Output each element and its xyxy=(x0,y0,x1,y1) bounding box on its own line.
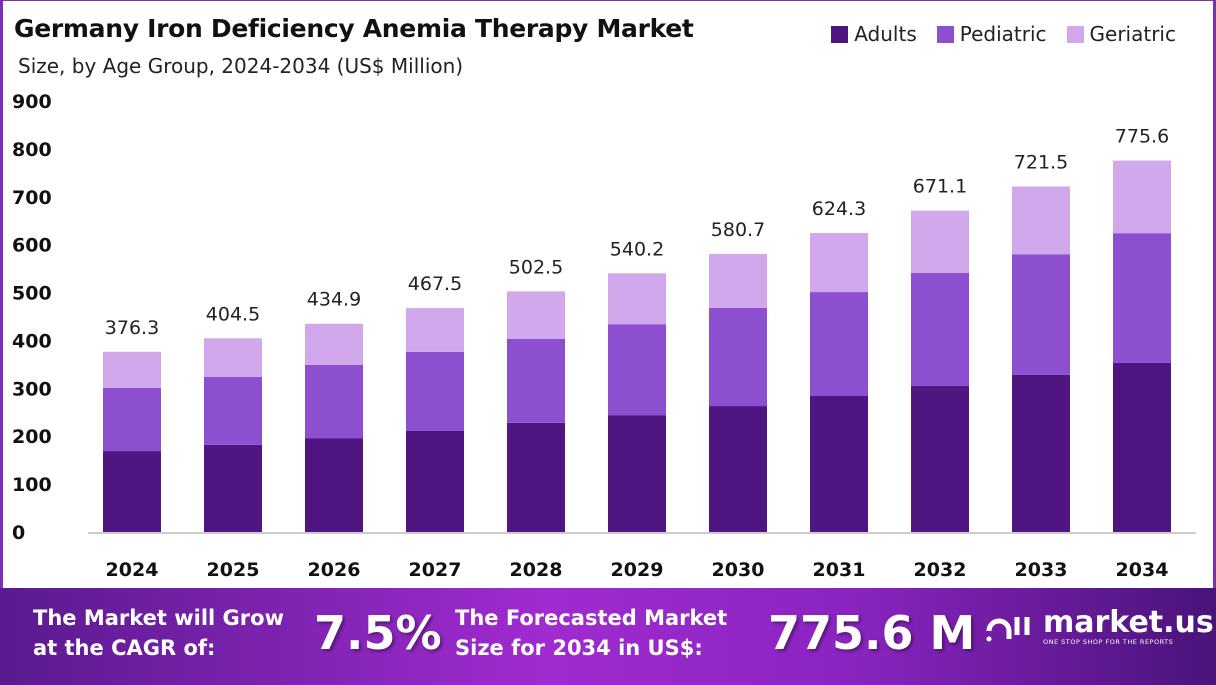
bar-segment-adults xyxy=(608,415,666,532)
x-tick-label: 2028 xyxy=(510,559,563,581)
bar-segment-pediatric xyxy=(911,272,969,386)
bar-segment-adults xyxy=(1113,362,1171,532)
bar-segment-geriatric xyxy=(1012,186,1070,255)
bar-segment-pediatric xyxy=(709,307,767,407)
bar-segment-geriatric xyxy=(608,273,666,325)
data-label-total: 671.1 xyxy=(913,176,967,198)
bar-segment-adults xyxy=(810,395,868,532)
y-tick-label: 700 xyxy=(12,187,52,209)
legend-label: Pediatric xyxy=(959,22,1047,46)
bar-segment-pediatric xyxy=(1012,254,1070,375)
legend-label: Geriatric xyxy=(1089,22,1176,46)
y-tick-label: 300 xyxy=(12,378,52,400)
y-tick-label: 200 xyxy=(12,426,52,448)
data-label-total: 404.5 xyxy=(206,303,260,325)
bar-segment-pediatric xyxy=(406,351,464,431)
x-tick-label: 2033 xyxy=(1015,559,1068,581)
market-us-logo: market.us ONE STOP SHOP FOR THE REPORTS xyxy=(985,608,1214,646)
y-tick-label: 600 xyxy=(12,235,52,257)
bar-segment-adults xyxy=(103,451,161,532)
forecast-label-line1: The Forecasted Market xyxy=(455,606,728,630)
data-label-total: 624.3 xyxy=(812,198,866,220)
bar-chart: 0 100 200 300 400 500 600 700 800 900 376.3 2024 404… xyxy=(12,91,1196,581)
y-tick-label: 0 xyxy=(12,522,25,544)
legend-swatch xyxy=(1066,25,1084,43)
data-label-total: 540.2 xyxy=(610,238,664,260)
legend-item-adults: Adults xyxy=(831,22,917,46)
logo-tagline: ONE STOP SHOP FOR THE REPORTS xyxy=(1043,638,1174,646)
y-tick-label: 100 xyxy=(12,474,52,496)
legend-swatch xyxy=(936,25,954,43)
bar-segment-geriatric xyxy=(709,253,767,308)
x-tick-label: 2029 xyxy=(611,559,664,581)
y-tick-label: 400 xyxy=(12,330,52,352)
bar-segment-geriatric xyxy=(911,210,969,273)
x-tick-label: 2030 xyxy=(712,559,765,581)
data-label-total: 434.9 xyxy=(307,289,361,311)
bar-segment-adults xyxy=(406,430,464,532)
bar-segment-pediatric xyxy=(1113,233,1171,363)
bar-segment-adults xyxy=(709,406,767,532)
bar-segment-adults xyxy=(204,444,262,532)
y-tick-label: 800 xyxy=(12,139,52,161)
logo-icon xyxy=(986,617,1030,642)
y-tick-label: 500 xyxy=(12,283,52,305)
chart-frame xyxy=(0,0,1216,588)
bar-segment-adults xyxy=(305,438,363,532)
bar-segment-adults xyxy=(1012,374,1070,532)
data-label-total: 467.5 xyxy=(408,273,462,295)
legend-swatch xyxy=(831,25,849,43)
forecast-value: 775.6 M xyxy=(768,606,976,660)
forecast-label-line2: Size for 2034 in US$: xyxy=(455,636,703,660)
bar-segment-geriatric xyxy=(507,291,565,340)
x-tick-label: 2027 xyxy=(409,559,462,581)
data-label-total: 775.6 xyxy=(1115,126,1169,148)
bar-segment-pediatric xyxy=(204,376,262,445)
bar-segment-geriatric xyxy=(810,233,868,293)
x-tick-label: 2026 xyxy=(308,559,361,581)
legend-item-pediatric: Pediatric xyxy=(936,22,1047,46)
chart-subtitle: Size, by Age Group, 2024-2034 (US$ Milli… xyxy=(18,54,464,78)
cagr-label-line1: The Market will Grow xyxy=(33,606,284,630)
bar-segment-adults xyxy=(507,422,565,532)
legend: Adults Pediatric Geriatric xyxy=(831,22,1176,46)
bar-segment-pediatric xyxy=(810,292,868,396)
bar-segment-geriatric xyxy=(305,323,363,365)
cagr-label: The Market will Grow at the CAGR of: xyxy=(33,603,284,663)
bar-segment-geriatric xyxy=(103,351,161,388)
x-tick-label: 2032 xyxy=(914,559,967,581)
bar-segment-pediatric xyxy=(103,387,161,452)
x-tick-label: 2024 xyxy=(106,559,159,581)
legend-item-geriatric: Geriatric xyxy=(1066,22,1176,46)
data-label-total: 721.5 xyxy=(1014,151,1068,173)
bar-segment-geriatric xyxy=(1113,160,1171,234)
summary-banner: The Market will Grow at the CAGR of: 7.5… xyxy=(0,588,1216,685)
logo-text: market.us xyxy=(1043,605,1214,640)
x-tick-label: 2025 xyxy=(207,559,260,581)
bar-segment-pediatric xyxy=(507,339,565,423)
y-tick-label: 900 xyxy=(12,91,52,113)
data-label-total: 580.7 xyxy=(711,219,765,241)
bar-segment-geriatric xyxy=(204,338,262,377)
x-tick-label: 2034 xyxy=(1116,559,1169,581)
legend-label: Adults xyxy=(854,22,917,46)
bar-segment-geriatric xyxy=(406,308,464,352)
chart-title: Germany Iron Deficiency Anemia Therapy M… xyxy=(14,14,694,43)
forecast-label: The Forecasted Market Size for 2034 in U… xyxy=(455,603,727,663)
data-label-total: 502.5 xyxy=(509,256,563,278)
cagr-value: 7.5% xyxy=(314,606,442,660)
bar-segment-pediatric xyxy=(305,364,363,439)
data-label-total: 376.3 xyxy=(105,317,159,339)
bar-segment-adults xyxy=(911,385,969,532)
x-tick-label: 2031 xyxy=(813,559,866,581)
bar-segment-pediatric xyxy=(608,324,666,416)
cagr-label-line2: at the CAGR of: xyxy=(33,636,216,660)
